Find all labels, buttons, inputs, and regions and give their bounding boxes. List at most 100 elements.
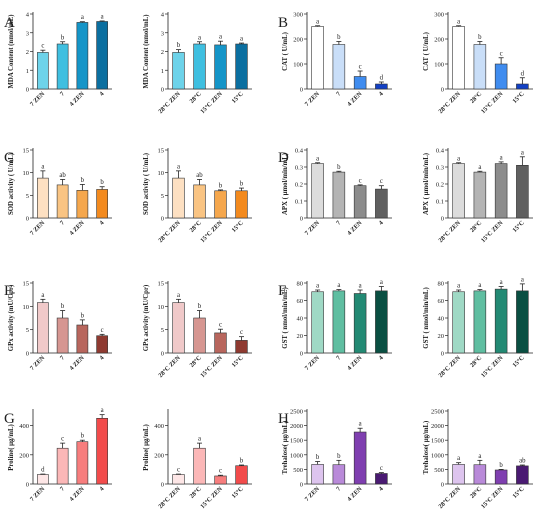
x-tick-label: 4	[378, 219, 386, 227]
bar-15-c	[235, 190, 248, 219]
x-tick-label: 15°C	[231, 90, 246, 105]
y-tick-label: 0.1	[436, 199, 444, 206]
x-tick-label: 15°C	[511, 90, 526, 105]
y-tick-label: 1500	[290, 438, 303, 445]
significance-letter: a	[41, 163, 44, 170]
y-axis-label: Proline( μg/mL)	[143, 424, 150, 471]
bar-4-zen	[76, 324, 89, 354]
significance-letter: b	[81, 312, 85, 319]
x-tick-label: 7 ZEN	[29, 485, 47, 503]
y-axis-label: APX ( μmol/min/mL)	[423, 153, 430, 215]
x-tick-label: 4	[378, 485, 386, 493]
y-tick-label: 200	[434, 37, 444, 44]
x-tick-label: 4	[98, 485, 106, 493]
y-axis-label: GPx activity (mU/Cpr)	[8, 285, 15, 351]
significance-letter: a	[500, 279, 503, 286]
significance-letter: a	[337, 282, 340, 289]
y-tick-label: 0.4	[436, 148, 445, 155]
bar-7-zen	[311, 464, 324, 485]
chart-panel-e-left: E 0 5 10 15 GPx activity (mU/Cpr) a 7 ZEN b 7 b 4 Z…	[4, 281, 112, 372]
y-tick-label: 0	[441, 482, 444, 489]
x-tick-label: 28°C	[189, 90, 204, 105]
y-tick-label: 0.2	[436, 182, 444, 189]
x-tick-label: 15°C ZEN	[480, 90, 505, 115]
bar-7-zen	[37, 52, 49, 90]
y-tick-label: 60	[297, 298, 304, 305]
bar-4	[96, 335, 108, 354]
x-tick-label: 4 ZEN	[346, 219, 364, 237]
y-tick-label: 2500	[290, 409, 303, 416]
chart-panel-g-left: G 0 200 400 Proline( μg/mL) d 7 ZEN c 7 b 4 ZEN a 4	[4, 407, 112, 503]
panel-letter: H	[278, 411, 289, 427]
chart-panel-c-left: C 0 5 10 15 SOD activity ( U/mL) a 7 ZEN ab 7 b 4 Z…	[4, 148, 112, 237]
bar-4-zen	[353, 293, 367, 354]
chart-panel-d-left: D 0 0.1 0.2 0.3 0.4 APX ( μmol/min/mL) a 7 ZEN b 7…	[278, 148, 392, 237]
significance-letter: d	[521, 70, 525, 77]
y-tick-label: 2500	[431, 409, 444, 416]
x-tick-label: 7 ZEN	[304, 485, 322, 503]
bar-28-c	[193, 43, 206, 90]
significance-letter: c	[219, 322, 222, 329]
panel-letter: F	[278, 283, 286, 299]
x-tick-label: 4 ZEN	[68, 354, 86, 372]
y-tick-label: 0	[441, 87, 444, 94]
significance-letter: a	[219, 34, 222, 41]
y-axis-label: SOD activity ( U/mL)	[8, 153, 15, 215]
x-tick-label: 7 ZEN	[304, 90, 322, 108]
significance-letter: ab	[59, 172, 66, 179]
y-tick-label: 15	[23, 148, 30, 155]
x-tick-label: 7 ZEN	[29, 219, 47, 237]
x-tick-label: 7 ZEN	[29, 90, 47, 108]
significance-letter: a	[478, 453, 481, 460]
panel-letter: D	[278, 150, 289, 166]
chart-panel-b-left: B 0 100 200 300 CAT ( U/mL) a 7 ZEN b 7 c 4 ZEN d 4	[278, 12, 392, 108]
y-axis-label: CAT ( U/mL)	[282, 32, 289, 71]
x-tick-label: 15°C	[231, 219, 246, 234]
chart-panel-g-right: 0 200 400 Proline( μg/mL) c 28°C ZEN a 28°C c 15°…	[143, 409, 252, 510]
x-tick-label: 15°C	[511, 219, 526, 234]
x-tick-label: 15°C ZEN	[480, 219, 505, 244]
y-tick-label: 300	[434, 12, 444, 19]
significance-letter: a	[316, 283, 319, 290]
x-tick-label: 4	[98, 219, 106, 227]
significance-letter: c	[101, 327, 104, 334]
x-tick-label: 4 ZEN	[68, 219, 86, 237]
x-tick-label: 15°C ZEN	[480, 485, 505, 510]
y-axis-label: MDA Content (nmol/mL)	[8, 14, 15, 88]
y-tick-label: 5	[26, 327, 29, 334]
significance-letter: b	[61, 303, 65, 310]
significance-letter: b	[478, 34, 482, 41]
bar-28-c-zen	[452, 291, 465, 354]
significance-letter: d	[41, 467, 45, 474]
significance-letter: a	[101, 13, 104, 20]
x-tick-label: 7 ZEN	[304, 354, 322, 372]
y-tick-label: 0	[161, 216, 164, 223]
x-tick-label: 28°C	[469, 90, 484, 105]
x-tick-label: 28°C ZEN	[437, 485, 462, 510]
x-tick-label: 7	[335, 90, 342, 97]
y-axis-label: GST ( nmol/min/mL)	[282, 287, 289, 348]
bar-28-c	[473, 290, 487, 354]
bar-15-c-zen	[494, 63, 508, 90]
significance-letter: a	[177, 163, 180, 170]
bar-4	[375, 290, 388, 354]
x-tick-label: 15°C	[511, 485, 526, 500]
y-tick-label: 20	[297, 333, 304, 340]
bar-15-c	[235, 465, 248, 485]
significance-letter: b	[219, 182, 223, 189]
bar-7-zen	[311, 26, 324, 90]
chart-panel-f-left: F 0 20 40 60 80 GST ( nmol/min/mL) a 7 ZEN a 7 a 4 Z…	[278, 279, 392, 372]
x-tick-label: 7	[335, 219, 342, 226]
x-tick-label: 4 ZEN	[346, 90, 364, 108]
x-tick-label: 4 ZEN	[68, 90, 86, 108]
bar-7-zen	[37, 177, 49, 219]
x-tick-label: 4 ZEN	[346, 354, 364, 372]
y-axis-label: MDA Content (nmol/mL)	[143, 14, 150, 88]
x-tick-label: 28°C ZEN	[157, 219, 182, 244]
x-tick-label: 7	[59, 219, 66, 226]
chart-panel-f-right: 0 20 40 60 80 GST ( nmol/min/mL) a 28°C ZEN a 28°…	[423, 276, 533, 379]
significance-letter: b	[81, 433, 85, 440]
x-tick-label: 7	[59, 90, 66, 97]
